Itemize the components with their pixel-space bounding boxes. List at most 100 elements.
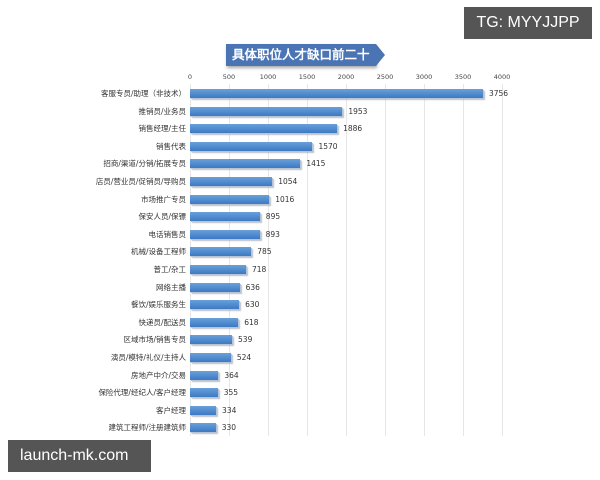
bar-value-label: 630 [245,300,260,310]
bar-row: 客户经理 334 [0,402,600,420]
bar-value-label: 1953 [348,106,368,116]
bar [190,370,219,380]
bar-row: 客服专员/助理（非技术） 3756 [0,85,600,103]
x-tick-label: 2000 [337,73,355,81]
watermark-top-right: TG: MYYJJPP [464,7,592,39]
bar-value-label: 3756 [488,89,509,98]
bar-row: 餐饮/娱乐服务生 630 [0,296,600,314]
gridline [385,84,386,436]
gridline [463,84,464,436]
bar-value-label: 330 [221,423,237,433]
bar-value-label: 355 [223,388,239,398]
gridline [190,84,191,436]
bar [190,177,273,186]
category-label: 招商/渠道/分销/拓展专员 [103,159,186,169]
bar-value-label: 893 [265,229,280,239]
category-label: 餐饮/娱乐服务生 [130,300,186,310]
watermark-bottom-left: launch-mk.com [8,440,151,472]
category-label: 销售经理/主任 [138,124,186,134]
category-label: 电话销售员 [148,229,187,239]
bar [190,212,260,222]
x-tick-label: 500 [222,73,236,81]
bar-value-label: 718 [252,265,267,274]
bar-row: 销售经理/主任 1886 [0,120,600,138]
chart-title-banner: 具体职位人才缺口前二十名 [226,44,385,84]
bar-value-label: 334 [222,405,237,415]
bar-row: 电话销售员 893 [0,226,600,244]
bar [190,335,233,345]
category-label: 店员/营业员/促销员/导购员 [95,177,186,186]
gridline [346,84,347,436]
category-label: 保安人员/保镖 [138,212,186,222]
bar [190,141,313,151]
bar [190,423,216,433]
x-tick-label: 3500 [454,73,472,81]
bar [190,106,343,116]
bar-row: 普工/杂工 718 [0,261,600,279]
bar [190,89,483,98]
category-label: 建筑工程师/注册建筑师 [108,423,186,433]
bar-row: 市场推广专员 1016 [0,191,600,209]
bar [190,124,338,134]
x-tick-label: 1000 [259,73,277,81]
bar-value-label: 1415 [306,159,326,169]
category-label: 销售代表 [156,141,186,151]
bar [190,229,260,239]
category-label: 客户经理 [156,405,186,415]
bar [190,388,218,398]
category-label: 演员/模特/礼仪/主持人 [110,353,186,362]
bar-value-label: 785 [257,247,272,257]
category-label: 房地产中介/交易 [130,370,186,380]
bar-row: 保安人员/保镖 895 [0,208,600,226]
category-label: 机械/设备工程师 [130,247,186,257]
bar [190,159,301,169]
category-label: 保险代理/经纪人/客户经理 [98,388,186,398]
bar-value-label: 618 [244,317,259,327]
bar [190,317,239,327]
category-label: 网络主播 [156,282,186,292]
bar-row: 店员/营业员/促销员/导购员 1054 [0,173,600,191]
category-label: 市场推广专员 [141,194,186,204]
bar-row: 推销员/业务员 1953 [0,103,600,121]
bar [190,247,252,257]
category-label: 客服专员/助理（非技术） [100,89,186,98]
bar-value-label: 1054 [278,177,298,186]
bar-row: 网络主播 636 [0,279,600,297]
bar-value-label: 895 [265,212,281,222]
bar [190,194,270,204]
bar-value-label: 1570 [318,141,338,151]
bar [190,282,240,292]
bar [190,265,246,274]
x-tick-label: 2500 [376,73,394,81]
bar-row: 区域市场/销售专员 539 [0,331,600,349]
bar-value-label: 524 [236,353,252,362]
x-tick-label: 0 [187,73,193,81]
gridline [502,84,503,436]
gridline [424,84,425,436]
category-label: 普工/杂工 [153,265,186,274]
bar-row: 快递员/配送员 618 [0,314,600,332]
bar-row: 机械/设备工程师 785 [0,243,600,261]
bar-row: 演员/模特/礼仪/主持人 524 [0,349,600,367]
gridline [307,84,308,436]
bar-row: 销售代表 1570 [0,138,600,156]
bar-value-label: 636 [245,282,260,292]
bar-row: 建筑工程师/注册建筑师 330 [0,419,600,437]
bar-row: 招商/渠道/分销/拓展专员 1415 [0,155,600,173]
category-label: 快递员/配送员 [138,317,186,327]
bar [190,353,231,362]
bar-row: 房地产中介/交易 364 [0,367,600,385]
x-tick-label: 4000 [493,73,511,81]
category-label: 区域市场/销售专员 [123,335,186,345]
gridline [268,84,269,436]
bar-value-label: 1886 [343,124,363,134]
bar-value-label: 539 [238,335,253,345]
bar-value-label: 364 [224,370,239,380]
bar [190,300,240,310]
bar-row: 保险代理/经纪人/客户经理 355 [0,384,600,402]
bar [190,405,217,415]
x-tick-label: 1500 [298,73,316,81]
gridline [229,84,230,436]
x-tick-label: 3000 [415,73,433,81]
bar-value-label: 1016 [275,194,295,204]
